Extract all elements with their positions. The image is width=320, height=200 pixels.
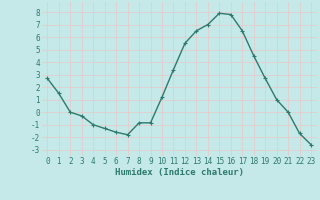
X-axis label: Humidex (Indice chaleur): Humidex (Indice chaleur) bbox=[115, 168, 244, 177]
